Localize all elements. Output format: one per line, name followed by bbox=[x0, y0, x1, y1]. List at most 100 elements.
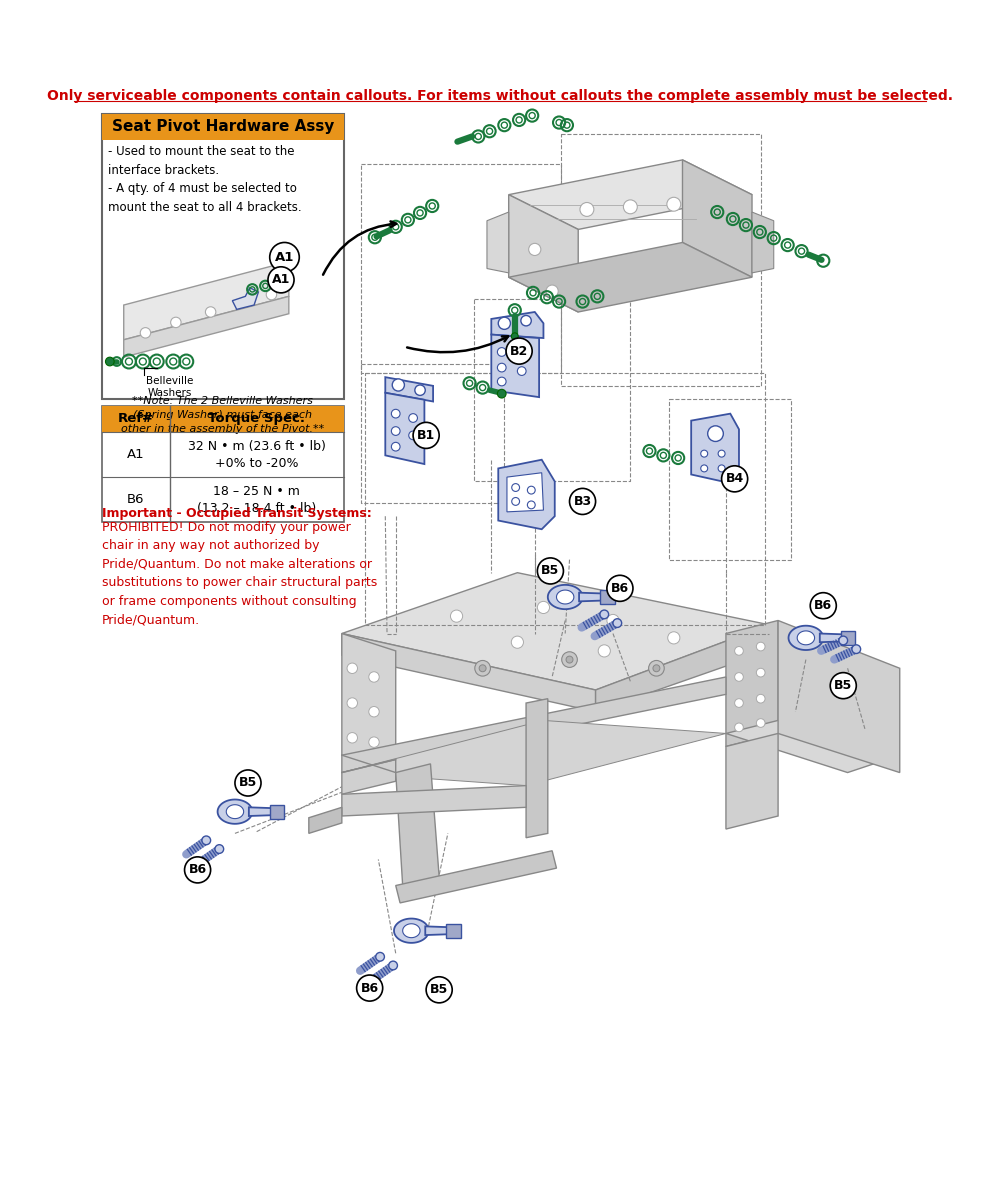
Circle shape bbox=[347, 663, 357, 673]
Polygon shape bbox=[270, 804, 284, 818]
Polygon shape bbox=[507, 472, 543, 511]
Circle shape bbox=[140, 327, 151, 338]
Text: Torque Spec.: Torque Spec. bbox=[208, 412, 305, 425]
Polygon shape bbox=[487, 213, 509, 273]
Text: 18 – 25 N • m
(13.2 – 18.4 ft • lb): 18 – 25 N • m (13.2 – 18.4 ft • lb) bbox=[197, 484, 316, 515]
Circle shape bbox=[497, 347, 506, 357]
Text: B1: B1 bbox=[417, 429, 435, 442]
Polygon shape bbox=[752, 213, 774, 273]
Text: B6: B6 bbox=[611, 582, 629, 595]
Polygon shape bbox=[342, 633, 396, 772]
Polygon shape bbox=[396, 764, 439, 886]
Circle shape bbox=[347, 732, 357, 743]
Text: Belleville
Washers: Belleville Washers bbox=[146, 377, 193, 398]
Text: B5: B5 bbox=[430, 984, 448, 997]
Circle shape bbox=[202, 836, 211, 844]
Text: B6: B6 bbox=[361, 981, 379, 994]
Circle shape bbox=[369, 737, 379, 748]
Polygon shape bbox=[491, 312, 543, 338]
Circle shape bbox=[756, 642, 765, 651]
Circle shape bbox=[409, 413, 417, 423]
Circle shape bbox=[511, 333, 518, 340]
Polygon shape bbox=[309, 808, 342, 834]
Polygon shape bbox=[232, 288, 258, 309]
Text: B6: B6 bbox=[189, 863, 207, 876]
Polygon shape bbox=[691, 413, 739, 483]
Circle shape bbox=[266, 289, 277, 300]
Circle shape bbox=[735, 646, 743, 655]
Circle shape bbox=[607, 614, 619, 627]
Polygon shape bbox=[491, 334, 539, 397]
Circle shape bbox=[498, 318, 510, 329]
Text: - Used to mount the seat to the
interface brackets.
- A qty. of 4 must be select: - Used to mount the seat to the interfac… bbox=[108, 145, 302, 214]
Circle shape bbox=[506, 338, 532, 364]
Circle shape bbox=[235, 770, 261, 796]
Polygon shape bbox=[600, 590, 615, 603]
Circle shape bbox=[497, 390, 506, 398]
FancyBboxPatch shape bbox=[102, 406, 344, 432]
Circle shape bbox=[347, 698, 357, 709]
Polygon shape bbox=[124, 296, 289, 357]
Polygon shape bbox=[446, 924, 461, 938]
Text: B6: B6 bbox=[127, 494, 145, 507]
Text: PROHIBITED! Do not modify your power
chair in any way not authorized by
Pride/Qu: PROHIBITED! Do not modify your power cha… bbox=[102, 521, 377, 626]
Circle shape bbox=[215, 844, 224, 854]
Polygon shape bbox=[394, 919, 429, 942]
Circle shape bbox=[409, 431, 417, 439]
Text: Only serviceable components contain callouts. For items without callouts the com: Only serviceable components contain call… bbox=[47, 89, 953, 103]
Polygon shape bbox=[509, 195, 578, 312]
Polygon shape bbox=[789, 626, 823, 650]
Polygon shape bbox=[342, 785, 526, 816]
Polygon shape bbox=[249, 808, 274, 816]
Circle shape bbox=[171, 318, 181, 327]
Circle shape bbox=[270, 242, 299, 272]
Circle shape bbox=[268, 267, 294, 293]
Circle shape bbox=[479, 665, 486, 672]
Polygon shape bbox=[726, 733, 778, 829]
Polygon shape bbox=[385, 393, 424, 464]
Circle shape bbox=[852, 645, 861, 653]
Circle shape bbox=[450, 611, 463, 622]
Polygon shape bbox=[385, 377, 433, 402]
Circle shape bbox=[517, 351, 526, 360]
Text: Ref#: Ref# bbox=[118, 412, 154, 425]
Text: Important - Occupied Transit Systems:: Important - Occupied Transit Systems: bbox=[102, 507, 372, 520]
FancyBboxPatch shape bbox=[102, 406, 344, 522]
Polygon shape bbox=[342, 759, 396, 795]
FancyBboxPatch shape bbox=[102, 113, 344, 139]
Circle shape bbox=[830, 673, 856, 699]
Circle shape bbox=[475, 660, 490, 676]
Polygon shape bbox=[548, 585, 583, 609]
Polygon shape bbox=[498, 459, 555, 529]
Circle shape bbox=[718, 450, 725, 457]
Polygon shape bbox=[218, 800, 252, 824]
Polygon shape bbox=[820, 633, 845, 642]
Polygon shape bbox=[726, 620, 778, 746]
Circle shape bbox=[512, 497, 520, 505]
Circle shape bbox=[105, 357, 114, 366]
Text: 32 N • m (23.6 ft • lb)
+0% to -20%: 32 N • m (23.6 ft • lb) +0% to -20% bbox=[188, 439, 326, 470]
Polygon shape bbox=[579, 593, 604, 601]
Circle shape bbox=[570, 489, 596, 515]
Polygon shape bbox=[342, 720, 726, 785]
Text: **Note: The 2 Belleville Washers
(Spring Washer) must face each
other in the ass: **Note: The 2 Belleville Washers (Spring… bbox=[121, 397, 324, 435]
Polygon shape bbox=[526, 699, 548, 837]
Circle shape bbox=[735, 723, 743, 732]
Circle shape bbox=[667, 197, 681, 211]
Circle shape bbox=[185, 857, 211, 883]
Circle shape bbox=[527, 501, 535, 509]
Polygon shape bbox=[509, 242, 752, 312]
Circle shape bbox=[369, 672, 379, 683]
Circle shape bbox=[613, 619, 622, 627]
Circle shape bbox=[708, 426, 723, 442]
Circle shape bbox=[735, 673, 743, 681]
Circle shape bbox=[537, 557, 563, 583]
Circle shape bbox=[562, 652, 577, 667]
Text: B5: B5 bbox=[834, 679, 852, 692]
Circle shape bbox=[722, 465, 748, 491]
Circle shape bbox=[735, 699, 743, 707]
Circle shape bbox=[756, 694, 765, 703]
Polygon shape bbox=[226, 804, 244, 818]
Polygon shape bbox=[682, 159, 752, 278]
Circle shape bbox=[517, 367, 526, 376]
